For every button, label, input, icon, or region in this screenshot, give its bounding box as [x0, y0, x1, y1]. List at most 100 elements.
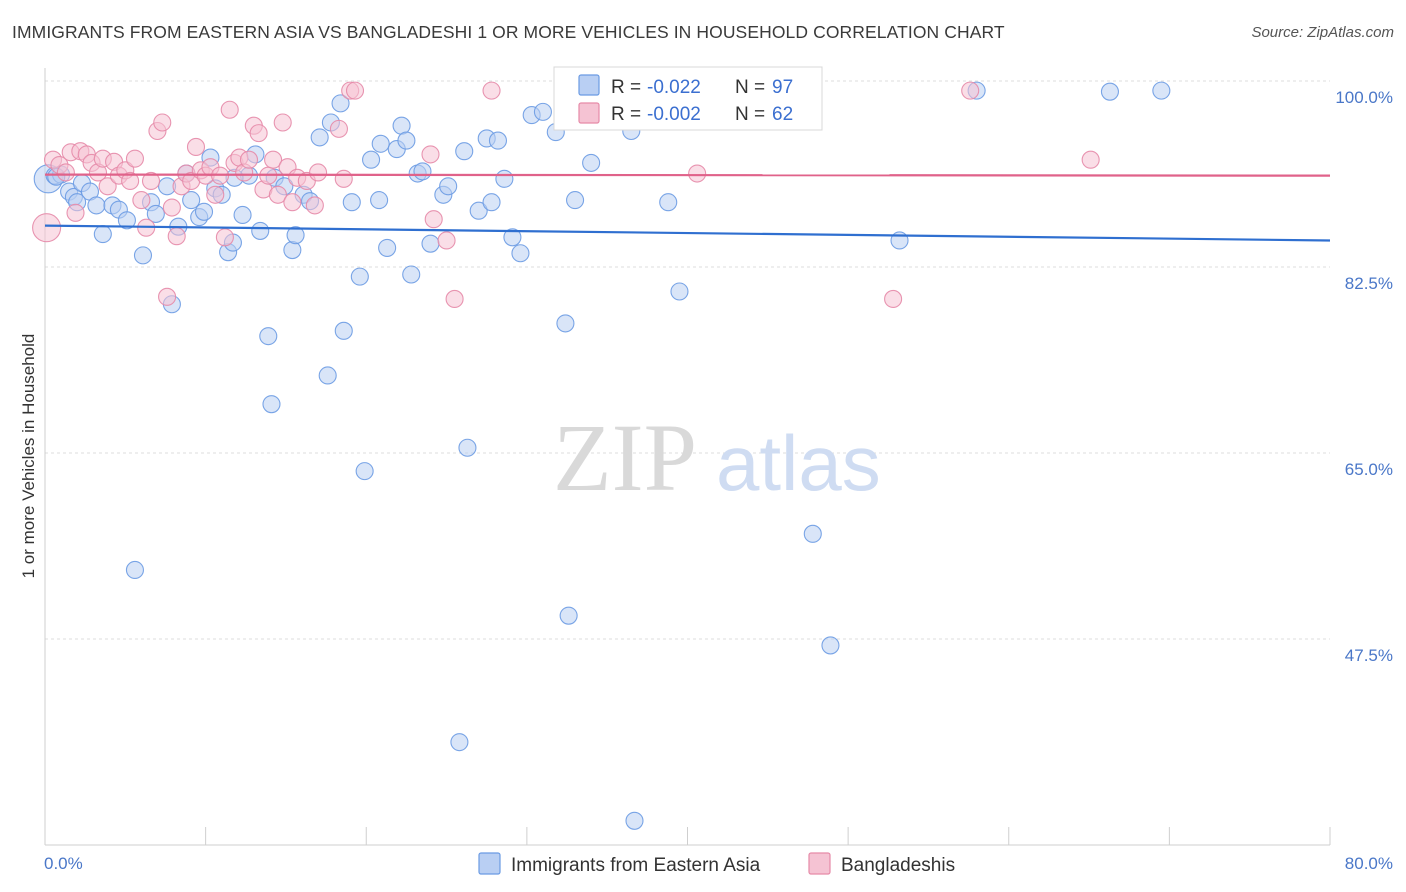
data-point-blue — [259, 327, 278, 346]
stats-legend: R = -0.022 N = 97 R = -0.002 N = 62 — [553, 66, 823, 131]
data-point-pink — [66, 203, 85, 222]
legend-r-label-pink: R = — [611, 104, 641, 125]
data-point-blue — [533, 102, 552, 121]
trend-line-blue — [44, 224, 1331, 242]
data-point-pink — [158, 287, 177, 306]
data-point-blue — [469, 201, 488, 220]
data-point-pink — [239, 150, 259, 169]
x-tick-label-min: 0.0% — [44, 854, 83, 873]
data-point-pink — [345, 81, 365, 100]
data-point-pink — [309, 163, 328, 182]
data-point-blue — [1100, 82, 1119, 101]
data-point-blue — [182, 191, 201, 210]
y-tick-label: 47.5% — [1345, 646, 1393, 665]
data-point-blue — [350, 267, 369, 286]
watermark-atlas: atlas — [716, 419, 881, 507]
data-point-blue — [331, 94, 350, 113]
data-point-blue — [146, 204, 165, 223]
trend-lines — [44, 173, 1331, 242]
legend-swatch-pink — [578, 102, 600, 124]
data-point-blue — [355, 462, 374, 481]
data-point-pink — [141, 171, 161, 191]
data-point-pink — [445, 289, 464, 308]
data-point-pink — [884, 289, 903, 308]
data-point-blue — [283, 241, 302, 260]
data-point-blue — [821, 636, 840, 655]
data-point-blue — [117, 211, 136, 230]
data-point-blue — [556, 314, 575, 333]
data-point-pink — [186, 137, 206, 157]
data-point-blue — [458, 438, 477, 457]
data-point-blue — [450, 733, 469, 752]
data-point-pink — [1081, 150, 1100, 169]
data-point-pink — [305, 196, 324, 215]
data-point-blue — [511, 244, 530, 263]
data-point-pink — [688, 164, 707, 183]
data-point-blue — [262, 395, 281, 414]
data-point-blue — [342, 193, 361, 212]
data-point-pink — [482, 81, 501, 100]
data-point-pink — [56, 163, 75, 182]
data-point-blue — [495, 169, 514, 188]
data-point-blue — [559, 606, 578, 625]
data-point-pink — [961, 81, 980, 100]
legend-n-value-pink: 62 — [772, 104, 793, 125]
data-point-pink — [334, 169, 353, 188]
data-point-blue — [582, 153, 601, 172]
data-point-pink — [273, 113, 292, 132]
data-point-blue — [194, 202, 214, 221]
data-point-blue — [413, 162, 432, 181]
data-point-pink — [32, 213, 62, 243]
data-point-pink — [437, 231, 456, 250]
series-legend: Immigrants from Eastern Asia Bangladeshi… — [478, 852, 955, 876]
data-point-blue — [93, 225, 112, 244]
data-point-blue — [503, 228, 522, 247]
data-point-pink — [329, 119, 348, 138]
data-point-pink — [167, 227, 186, 246]
data-point-blue — [334, 321, 353, 340]
data-point-blue — [402, 265, 421, 284]
series-legend-label-blue: Immigrants from Eastern Asia — [511, 855, 761, 876]
data-point-blue — [286, 226, 305, 245]
series-legend-swatch-blue — [478, 852, 501, 875]
legend-r-value-blue: -0.022 — [647, 77, 701, 98]
chart-title: IMMIGRANTS FROM EASTERN ASIA VS BANGLADE… — [12, 22, 1005, 42]
data-point-pink — [220, 100, 239, 119]
data-point-blue — [370, 191, 389, 210]
data-point-blue — [125, 560, 144, 580]
data-point-blue — [318, 366, 337, 385]
y-tick-label: 65.0% — [1345, 460, 1393, 479]
data-point-blue — [371, 134, 390, 153]
data-point-blue — [482, 193, 501, 212]
data-point-blue — [1152, 81, 1171, 100]
x-tick-label-max: 80.0% — [1345, 854, 1393, 873]
data-point-pink — [153, 113, 172, 132]
data-point-blue — [488, 131, 508, 150]
data-point-pink — [283, 193, 302, 212]
data-point-blue — [133, 246, 153, 265]
data-point-blue — [670, 282, 689, 301]
data-point-pink — [215, 228, 234, 247]
data-point-pink — [125, 149, 144, 168]
legend-swatch-blue — [578, 74, 600, 96]
data-point-blue — [439, 177, 458, 196]
watermark: ZIP atlas — [553, 404, 881, 511]
legend-n-value-blue: 97 — [772, 77, 793, 98]
series-legend-swatch-pink — [808, 852, 831, 875]
data-point-pink — [264, 150, 283, 169]
data-point-blue — [362, 150, 381, 169]
data-point-blue — [659, 193, 678, 212]
data-point-blue — [378, 238, 397, 257]
data-point-blue — [566, 191, 585, 210]
series-legend-label-pink: Bangladeshis — [841, 855, 955, 876]
y-tick-label: 82.5% — [1345, 274, 1393, 293]
legend-r-label-blue: R = — [611, 77, 641, 98]
data-point-pink — [162, 198, 181, 217]
trend-line-pink — [44, 173, 1331, 177]
data-point-blue — [421, 234, 440, 253]
data-point-blue — [233, 205, 252, 225]
data-point-pink — [249, 124, 268, 143]
data-point-blue — [397, 131, 416, 150]
data-point-pink — [424, 210, 443, 229]
